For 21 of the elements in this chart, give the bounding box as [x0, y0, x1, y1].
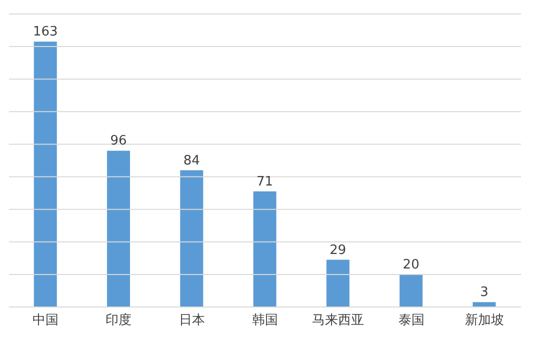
x-tick-label: 新加坡 [464, 313, 504, 328]
data-label: 20 [402, 257, 420, 272]
data-label: 71 [256, 174, 274, 190]
bar [326, 260, 350, 307]
x-tick-label: 中国 [32, 313, 59, 328]
bar [34, 42, 57, 307]
x-tick-label: 印度 [106, 312, 132, 328]
x-tick-label: 日本 [178, 313, 205, 328]
data-label: 29 [330, 242, 346, 258]
x-tick-label: 泰国 [398, 313, 424, 328]
data-label: 96 [110, 134, 127, 149]
x-tick-label: 韩国 [252, 313, 278, 328]
data-label: 84 [183, 153, 200, 168]
data-label: 3 [480, 285, 488, 300]
bar [253, 191, 276, 307]
bar [180, 170, 204, 307]
bar [107, 150, 130, 307]
bar [472, 302, 496, 307]
data-label: 163 [32, 24, 58, 40]
x-tick-label: 马来西亚 [312, 313, 364, 328]
bar [400, 274, 423, 307]
